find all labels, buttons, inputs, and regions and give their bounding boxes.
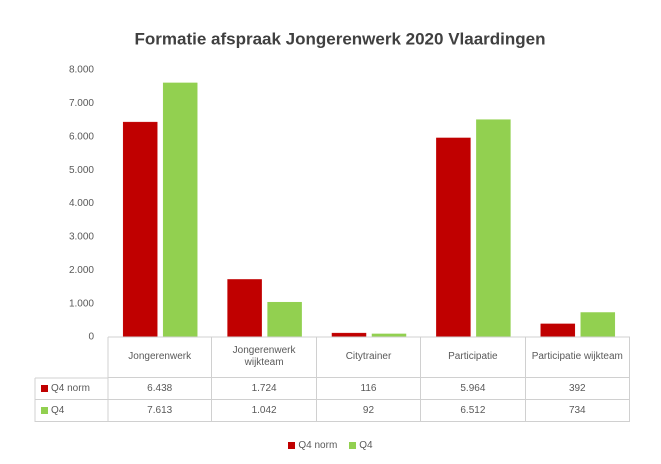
table-row-header: Q4: [35, 400, 108, 422]
bar: [227, 279, 262, 338]
legend-label: Q4: [359, 440, 373, 451]
y-tick-label: 1.000: [69, 298, 94, 309]
y-tick-label: 6.000: [69, 131, 94, 142]
legend-swatch: [41, 407, 48, 414]
y-tick-label: 0: [88, 332, 94, 343]
bar: [267, 301, 302, 338]
x-tick-label: Citytrainer: [316, 337, 422, 378]
table-cell: 6.512: [421, 400, 526, 422]
y-tick-label: 7.000: [69, 98, 94, 109]
x-tick-label: Participatie: [421, 337, 526, 378]
chart-title: Formatie afspraak Jongerenwerk 2020 Vlaa…: [134, 29, 545, 48]
legend-item: Q4: [349, 440, 373, 451]
legend-swatch: [41, 385, 48, 392]
x-tick-label: Participatie wijkteam: [525, 337, 630, 378]
table-cell: 116: [316, 378, 422, 400]
legend-swatch: [349, 442, 357, 449]
y-tick-label: 4.000: [69, 198, 94, 209]
table-row-header: Q4 norm: [35, 378, 108, 400]
series-name: Q4 norm: [51, 382, 90, 394]
legend: Q4 norm Q4: [0, 440, 661, 451]
legend-swatch: [288, 442, 296, 449]
table-cell: 392: [525, 378, 630, 400]
y-tick-label: 3.000: [69, 232, 94, 243]
table-cell: 6.438: [108, 378, 213, 400]
bar: [162, 82, 198, 338]
bar: [580, 312, 616, 338]
y-tick-label: 2.000: [69, 265, 94, 276]
series-name: Q4: [51, 404, 65, 416]
y-tick-label: 5.000: [69, 165, 94, 176]
table-cell: 5.964: [421, 378, 526, 400]
table-cell: 92: [316, 400, 422, 422]
bar: [540, 323, 576, 338]
legend-label: Q4 norm: [298, 440, 338, 451]
y-tick-label: 8.000: [69, 65, 94, 76]
table-cell: 7.613: [108, 400, 213, 422]
table-cell: 1.042: [212, 400, 317, 422]
x-tick-label: Jongerenwerk wijkteam: [212, 337, 317, 378]
x-tick-label: Jongerenwerk: [108, 337, 213, 378]
bar: [122, 121, 158, 338]
legend-item: Q4 norm: [288, 440, 337, 451]
table-cell: 734: [525, 400, 630, 422]
bar: [436, 137, 471, 338]
table-cell: 1.724: [212, 378, 317, 400]
bar: [476, 119, 511, 338]
